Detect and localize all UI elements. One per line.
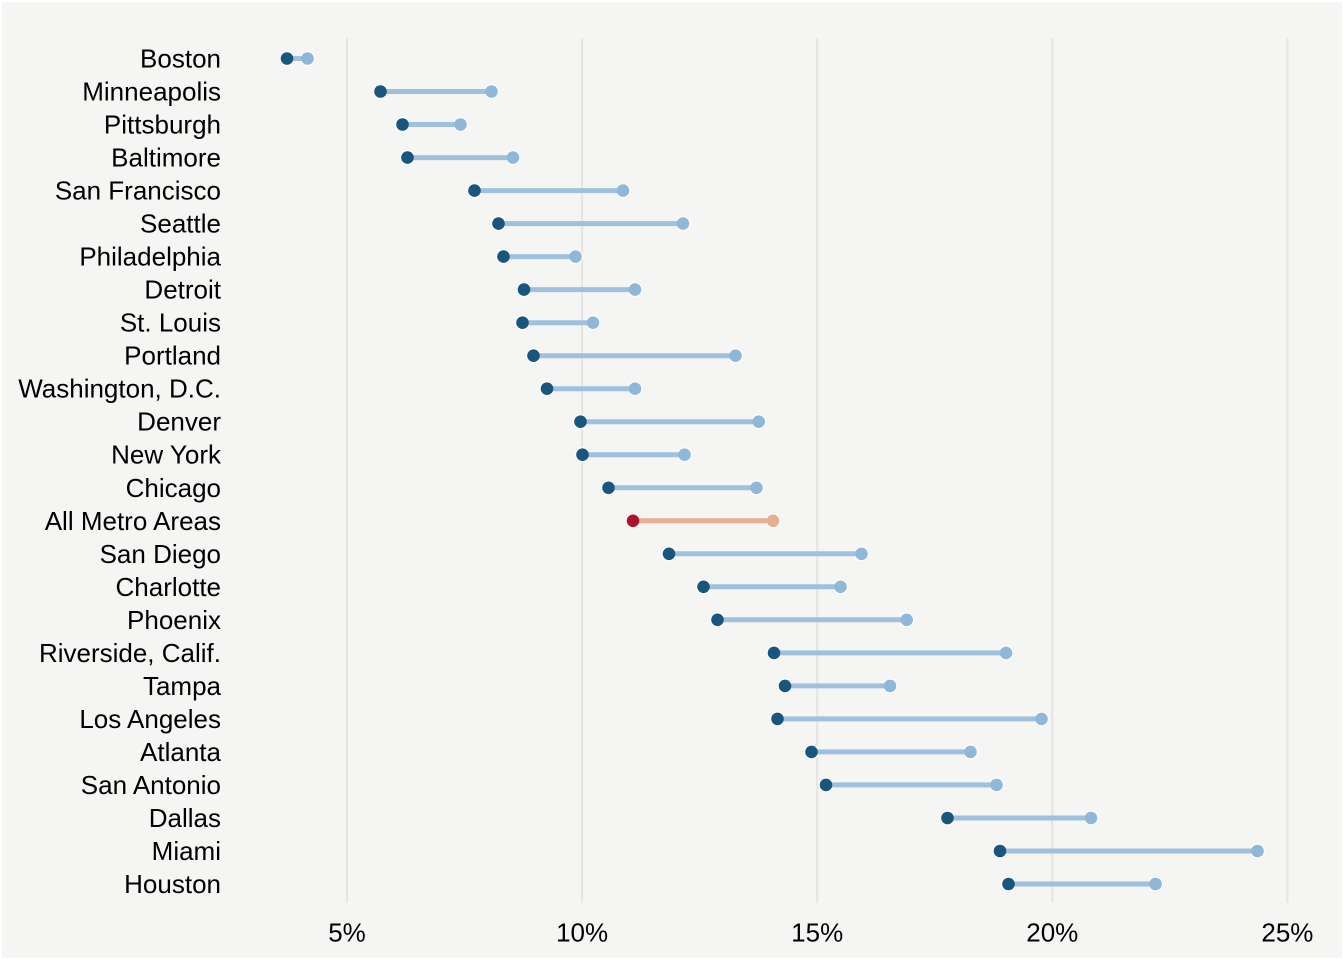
svg-text:San Diego: San Diego [100, 539, 221, 569]
svg-text:San Francisco: San Francisco [55, 176, 221, 206]
svg-text:Dallas: Dallas [149, 803, 221, 833]
svg-text:Denver: Denver [137, 407, 221, 437]
svg-text:Atlanta: Atlanta [140, 737, 221, 767]
svg-text:San Antonio: San Antonio [81, 770, 221, 800]
svg-text:Seattle: Seattle [140, 209, 221, 239]
svg-text:New York: New York [111, 440, 222, 470]
svg-text:20%: 20% [1026, 918, 1078, 948]
svg-text:Boston: Boston [140, 44, 221, 74]
svg-text:All Metro Areas: All Metro Areas [45, 506, 221, 536]
svg-text:Baltimore: Baltimore [111, 143, 221, 173]
svg-text:Pittsburgh: Pittsburgh [104, 110, 221, 140]
svg-text:Tampa: Tampa [143, 671, 222, 701]
svg-text:15%: 15% [791, 918, 843, 948]
svg-text:Philadelphia: Philadelphia [79, 242, 221, 272]
svg-text:Washington, D.C.: Washington, D.C. [18, 374, 221, 404]
svg-text:5%: 5% [328, 918, 366, 948]
svg-text:Detroit: Detroit [144, 275, 221, 305]
svg-text:25%: 25% [1261, 918, 1313, 948]
svg-text:Portland: Portland [124, 341, 221, 371]
svg-text:St. Louis: St. Louis [120, 308, 221, 338]
svg-text:Minneapolis: Minneapolis [82, 77, 221, 107]
svg-text:Houston: Houston [124, 869, 221, 899]
svg-text:Phoenix: Phoenix [127, 605, 221, 635]
svg-text:Chicago: Chicago [126, 473, 221, 503]
svg-text:Los Angeles: Los Angeles [79, 704, 221, 734]
svg-text:10%: 10% [556, 918, 608, 948]
svg-text:Charlotte: Charlotte [116, 572, 222, 602]
svg-text:Miami: Miami [152, 836, 221, 866]
svg-text:Riverside, Calif.: Riverside, Calif. [39, 638, 221, 668]
